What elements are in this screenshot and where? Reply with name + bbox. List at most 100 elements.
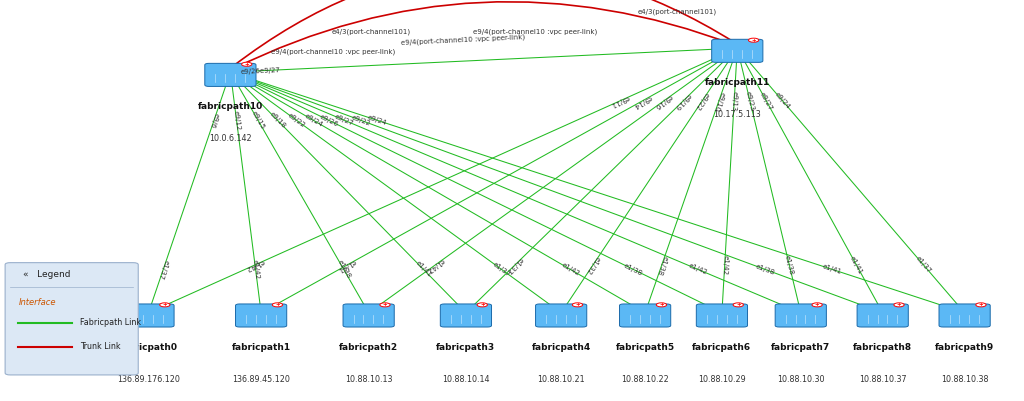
- Circle shape: [894, 303, 904, 307]
- FancyBboxPatch shape: [857, 304, 908, 327]
- Text: e9/10: e9/10: [713, 91, 725, 111]
- Text: +: +: [659, 302, 664, 307]
- Text: 136.89.45.120: 136.89.45.120: [232, 375, 290, 384]
- Text: 10.88.10.38: 10.88.10.38: [941, 375, 988, 384]
- Text: e9/24: e9/24: [303, 113, 324, 128]
- Text: +: +: [383, 302, 387, 307]
- Text: e1/42: e1/42: [560, 262, 581, 277]
- FancyBboxPatch shape: [620, 304, 671, 327]
- Text: fabricpath9: fabricpath9: [935, 343, 994, 352]
- Text: fabricpath6: fabricpath6: [692, 343, 752, 352]
- Circle shape: [160, 303, 170, 307]
- Text: +: +: [163, 302, 167, 307]
- Text: 10.88.10.22: 10.88.10.22: [622, 375, 669, 384]
- Text: e9/16: e9/16: [653, 93, 674, 109]
- Text: e9/24: e9/24: [774, 91, 792, 111]
- Text: e1/37: e1/37: [914, 255, 933, 275]
- FancyBboxPatch shape: [123, 304, 174, 327]
- Text: +: +: [897, 302, 901, 307]
- Text: e9/14: e9/14: [632, 93, 652, 109]
- Text: e1/41: e1/41: [822, 263, 843, 275]
- Text: e4/3(port-channel101): e4/3(port-channel101): [332, 29, 411, 35]
- Text: e9/4(port-channel10 :vpc peer-link): e9/4(port-channel10 :vpc peer-link): [401, 34, 525, 46]
- Text: e9/13: e9/13: [731, 91, 737, 111]
- FancyBboxPatch shape: [939, 304, 990, 327]
- Text: e4/3(port-channel101): e4/3(port-channel101): [638, 9, 717, 15]
- Text: e1/32: e1/32: [585, 255, 601, 275]
- FancyBboxPatch shape: [440, 304, 492, 327]
- Text: e9/22: e9/22: [287, 112, 306, 129]
- FancyBboxPatch shape: [536, 304, 587, 327]
- Text: e1/42: e1/42: [244, 258, 265, 272]
- Text: e9/18: e9/18: [268, 111, 287, 130]
- Text: e1/38: e1/38: [784, 255, 795, 275]
- Text: e1/38: e1/38: [755, 263, 776, 276]
- Text: e1/38: e1/38: [336, 259, 351, 279]
- Text: e9/26: e9/26: [318, 113, 339, 128]
- Text: e1/42: e1/42: [721, 255, 728, 275]
- Text: fabricpath4: fabricpath4: [531, 343, 591, 352]
- Text: Trunk Link: Trunk Link: [80, 342, 121, 351]
- Text: e1/37: e1/37: [157, 259, 169, 280]
- Text: fabricpath0: fabricpath0: [119, 343, 178, 352]
- Text: e1/41: e1/41: [415, 260, 433, 279]
- Circle shape: [272, 303, 283, 307]
- Text: e9/11: e9/11: [609, 94, 630, 108]
- Text: +: +: [575, 302, 580, 307]
- Text: 10.88.10.37: 10.88.10.37: [859, 375, 906, 384]
- Text: +: +: [275, 302, 280, 307]
- Text: e9/6: e9/6: [209, 112, 219, 129]
- Text: e1/37: e1/37: [506, 256, 524, 274]
- Circle shape: [380, 303, 390, 307]
- Text: e1/41: e1/41: [337, 258, 357, 273]
- Text: e9/4(port-channel10 :vpc peer-link): e9/4(port-channel10 :vpc peer-link): [473, 29, 597, 35]
- Text: e9/15: e9/15: [251, 110, 265, 130]
- Text: e9/19: e9/19: [674, 92, 692, 110]
- Text: e9/4(port-channel10 :vpc peer-link): e9/4(port-channel10 :vpc peer-link): [271, 49, 395, 55]
- Text: e1/42: e1/42: [251, 259, 260, 280]
- Text: 10.88.10.14: 10.88.10.14: [442, 375, 489, 384]
- Text: 10.88.10.29: 10.88.10.29: [698, 375, 745, 384]
- Text: «   Legend: « Legend: [23, 270, 70, 279]
- Circle shape: [733, 303, 743, 307]
- Text: 10.88.10.21: 10.88.10.21: [538, 375, 585, 384]
- Circle shape: [242, 62, 252, 66]
- Text: 10.17.5.113: 10.17.5.113: [714, 110, 761, 119]
- Text: 10.0.6.142: 10.0.6.142: [209, 134, 252, 143]
- Text: e9/26e9/27: e9/26e9/27: [241, 67, 281, 75]
- Text: e9/23: e9/23: [744, 91, 756, 111]
- Text: e1/42: e1/42: [688, 263, 709, 276]
- Text: fabricpath3: fabricpath3: [436, 343, 496, 352]
- FancyBboxPatch shape: [343, 304, 394, 327]
- Text: e9/22: e9/22: [350, 114, 372, 127]
- Text: e1/38: e1/38: [655, 255, 668, 275]
- Circle shape: [749, 38, 759, 42]
- Text: +: +: [736, 302, 740, 307]
- Text: +: +: [815, 302, 819, 307]
- Text: Fabricpath Link: Fabricpath Link: [80, 318, 141, 327]
- Text: fabricpath1: fabricpath1: [231, 343, 291, 352]
- Text: e1/38: e1/38: [623, 262, 644, 277]
- Text: +: +: [979, 302, 983, 307]
- FancyBboxPatch shape: [696, 304, 748, 327]
- Text: fabricpath7: fabricpath7: [771, 343, 830, 352]
- Text: Interface: Interface: [18, 298, 56, 307]
- Circle shape: [477, 303, 487, 307]
- Circle shape: [656, 303, 667, 307]
- Text: +: +: [480, 302, 484, 307]
- Text: e9/24: e9/24: [367, 114, 388, 126]
- Text: fabricpath11: fabricpath11: [705, 78, 770, 87]
- Circle shape: [572, 303, 583, 307]
- Text: fabricpath2: fabricpath2: [339, 343, 398, 352]
- Text: e9/27: e9/27: [759, 91, 774, 111]
- Text: 136.89.176.120: 136.89.176.120: [117, 375, 180, 384]
- Text: +: +: [245, 62, 249, 67]
- Text: e9/27: e9/27: [334, 113, 355, 127]
- Text: e1/41: e1/41: [849, 255, 864, 275]
- Text: fabricpath5: fabricpath5: [615, 343, 675, 352]
- FancyBboxPatch shape: [5, 263, 138, 375]
- Text: +: +: [752, 38, 756, 43]
- Text: fabricpath8: fabricpath8: [853, 343, 912, 352]
- Text: e1/42: e1/42: [425, 257, 444, 273]
- Circle shape: [812, 303, 822, 307]
